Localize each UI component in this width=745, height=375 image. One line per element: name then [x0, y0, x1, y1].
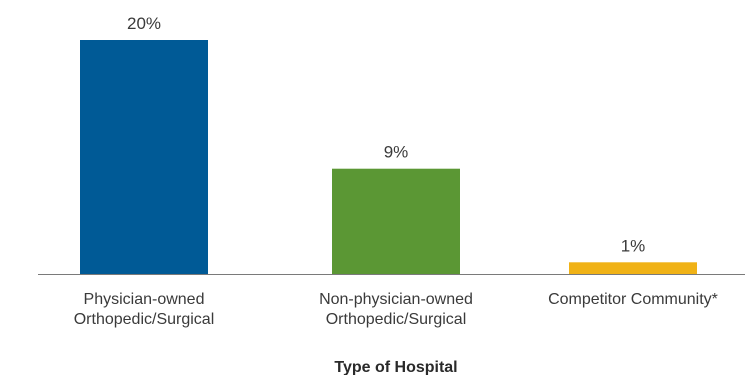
- category-label-line: Physician-owned: [84, 291, 205, 308]
- category-label-line: Competitor Community*: [548, 291, 718, 308]
- category-label-3: Competitor Community*: [548, 291, 718, 308]
- bars-group: [80, 40, 697, 274]
- category-label-line: Non-physician-owned: [319, 291, 473, 308]
- bar-2: [332, 168, 460, 274]
- value-label-3: 1%: [621, 236, 646, 255]
- bar-3: [569, 262, 697, 274]
- category-label-2: Non-physician-owned Orthopedic/Surgical: [319, 291, 473, 328]
- x-axis-title: Type of Hospital: [334, 359, 457, 375]
- category-label-1: Physician-owned Orthopedic/Surgical: [74, 291, 215, 328]
- value-label-2: 9%: [384, 143, 409, 162]
- category-label-line: Orthopedic/Surgical: [326, 311, 467, 328]
- category-label-line: Orthopedic/Surgical: [74, 311, 215, 328]
- bar-1: [80, 40, 208, 274]
- value-label-1: 20%: [127, 14, 161, 33]
- category-labels-group: Physician-owned Orthopedic/SurgicalNon-ph…: [74, 291, 718, 328]
- value-labels-group: 20% 9% 1%: [127, 14, 645, 255]
